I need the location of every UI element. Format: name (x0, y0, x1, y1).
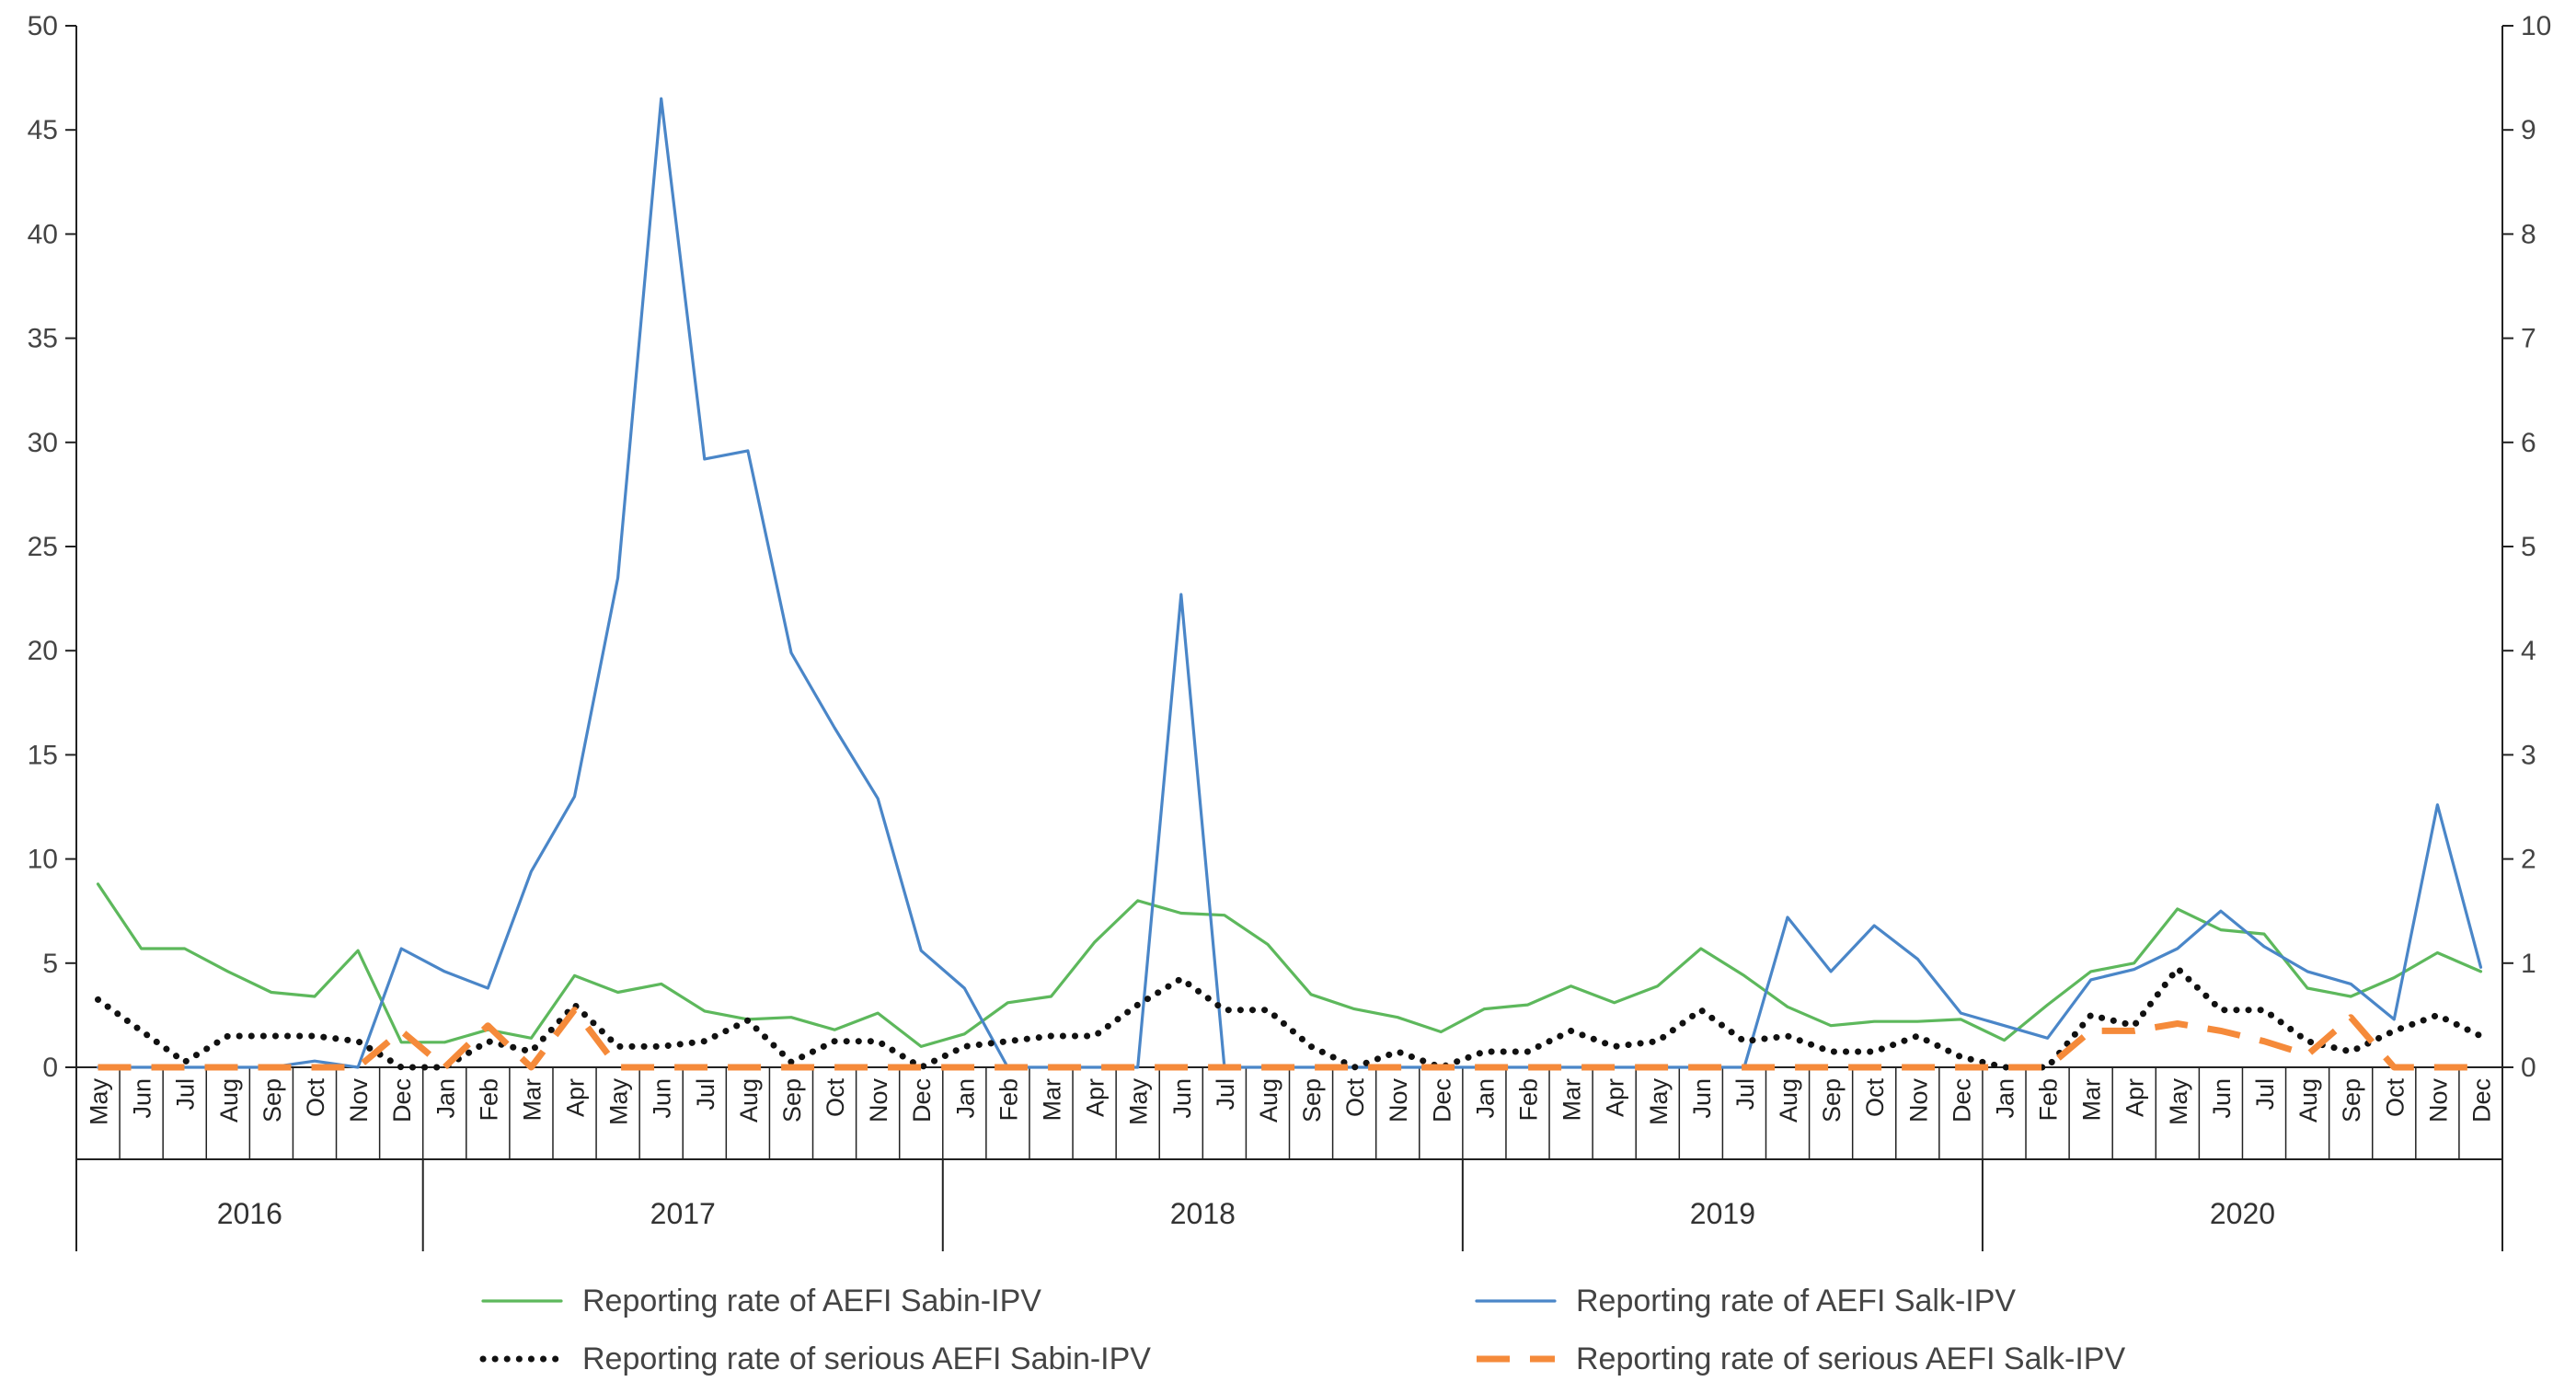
x-month-label: Aug (1775, 1078, 1802, 1122)
y-right-tick-label: 10 (2521, 11, 2551, 41)
x-month-label: Oct (822, 1078, 849, 1118)
x-month-label: Jun (1168, 1078, 1196, 1119)
x-month-label: Sep (1298, 1078, 1326, 1122)
x-month-label: Dec (1428, 1078, 1455, 1122)
y-right-tick-label: 4 (2521, 636, 2536, 666)
x-month-label: Jun (1688, 1078, 1716, 1119)
x-month-label: Sep (2338, 1078, 2365, 1122)
x-year-label: 2017 (650, 1197, 716, 1230)
x-month-label: May (2165, 1078, 2192, 1126)
legend-label-1: Reporting rate of AEFI Sabin-IPV (582, 1284, 1041, 1318)
y-left-tick-label: 30 (28, 428, 58, 458)
x-month-label: Nov (1385, 1078, 1412, 1123)
series-line-2 (96, 97, 2483, 1069)
x-month-label: Oct (1861, 1078, 1889, 1118)
y-right-tick-label: 8 (2521, 219, 2536, 249)
x-month-label: Nov (865, 1078, 892, 1123)
x-month-label: Dec (908, 1078, 936, 1122)
x-month-label: Apr (2122, 1078, 2149, 1117)
legend-label-2: Reporting rate of AEFI Salk-IPV (1576, 1284, 2016, 1318)
x-month-label: Aug (215, 1078, 243, 1122)
x-month-label: Dec (1948, 1078, 1975, 1122)
x-month-label: Jul (2251, 1078, 2279, 1111)
x-month-label: Jul (1212, 1078, 1239, 1111)
x-month-label: Apr (1082, 1078, 1110, 1117)
x-year-label: 2019 (1690, 1197, 1755, 1230)
y-right-tick-label: 0 (2521, 1053, 2536, 1083)
y-right-tick-label: 3 (2521, 740, 2536, 770)
y-left-tick-label: 20 (28, 636, 58, 666)
y-left-tick-label: 0 (42, 1053, 58, 1083)
x-month-label: Feb (995, 1078, 1022, 1122)
x-year-label: 2016 (217, 1197, 282, 1230)
y-left-tick-label: 45 (28, 115, 58, 145)
x-month-label: Jan (431, 1078, 459, 1119)
x-month-label: Jul (692, 1078, 719, 1111)
x-month-label: Apr (562, 1078, 590, 1117)
x-month-label: Feb (475, 1078, 502, 1122)
x-month-label: Aug (2294, 1078, 2322, 1122)
series-line-3 (95, 965, 2484, 1071)
x-month-label: Nov (345, 1078, 373, 1123)
y-left-tick-label: 50 (28, 11, 58, 41)
x-month-label: Apr (1602, 1078, 1629, 1117)
x-month-label: Oct (1341, 1078, 1369, 1118)
x-month-label: Jan (1471, 1078, 1499, 1119)
x-month-label: Dec (388, 1078, 416, 1122)
x-month-label: Feb (1514, 1078, 1542, 1122)
y-left-tick-label: 40 (28, 219, 58, 249)
y-left-tick-label: 15 (28, 740, 58, 770)
x-month-label: Feb (2035, 1078, 2063, 1122)
x-month-label: Jul (172, 1078, 200, 1111)
y-right-tick-label: 5 (2521, 532, 2536, 562)
x-month-label: May (86, 1078, 113, 1126)
x-month-label: May (1645, 1078, 1673, 1126)
x-month-label: Jan (1991, 1078, 2018, 1119)
y-right-tick-label: 2 (2521, 845, 2536, 875)
y-left-tick-label: 10 (28, 845, 58, 875)
series-line-4 (98, 1007, 2481, 1071)
x-month-label: Jun (129, 1078, 156, 1119)
y-right-tick-label: 6 (2521, 428, 2536, 458)
y-left-tick-label: 25 (28, 532, 58, 562)
x-month-label: May (605, 1078, 633, 1126)
x-year-label: 2020 (2210, 1197, 2275, 1230)
x-month-label: Mar (2078, 1078, 2106, 1122)
x-month-label: Mar (1039, 1078, 1066, 1122)
y-right-tick-label: 1 (2521, 949, 2536, 979)
x-year-label: 2018 (1170, 1197, 1236, 1230)
x-month-label: Jun (2208, 1078, 2236, 1119)
x-month-label: Aug (735, 1078, 763, 1122)
x-month-label: Oct (302, 1078, 329, 1118)
x-month-label: Jun (649, 1078, 676, 1119)
legend-label-3: Reporting rate of serious AEFI Sabin-IPV (582, 1341, 1151, 1376)
y-right-tick-label: 7 (2521, 324, 2536, 354)
x-month-label: Sep (1818, 1078, 1846, 1122)
y-left-tick-label: 35 (28, 324, 58, 354)
x-month-label: Sep (259, 1078, 286, 1122)
x-month-label: Jan (951, 1078, 979, 1119)
x-month-label: Sep (778, 1078, 806, 1122)
x-month-label: Aug (1255, 1078, 1282, 1122)
legend-label-4: Reporting rate of serious AEFI Salk-IPV (1576, 1341, 2125, 1376)
x-month-label: Jul (1731, 1078, 1759, 1111)
x-month-label: May (1125, 1078, 1153, 1126)
x-month-label: Mar (518, 1078, 546, 1122)
y-right-tick-label: 9 (2521, 115, 2536, 145)
x-month-label: Dec (2467, 1078, 2495, 1122)
x-month-label: Mar (1558, 1078, 1586, 1122)
x-month-label: Nov (2424, 1078, 2452, 1123)
y-left-tick-label: 5 (42, 949, 58, 979)
x-month-label: Oct (2381, 1078, 2409, 1118)
x-month-label: Nov (1904, 1078, 1932, 1123)
